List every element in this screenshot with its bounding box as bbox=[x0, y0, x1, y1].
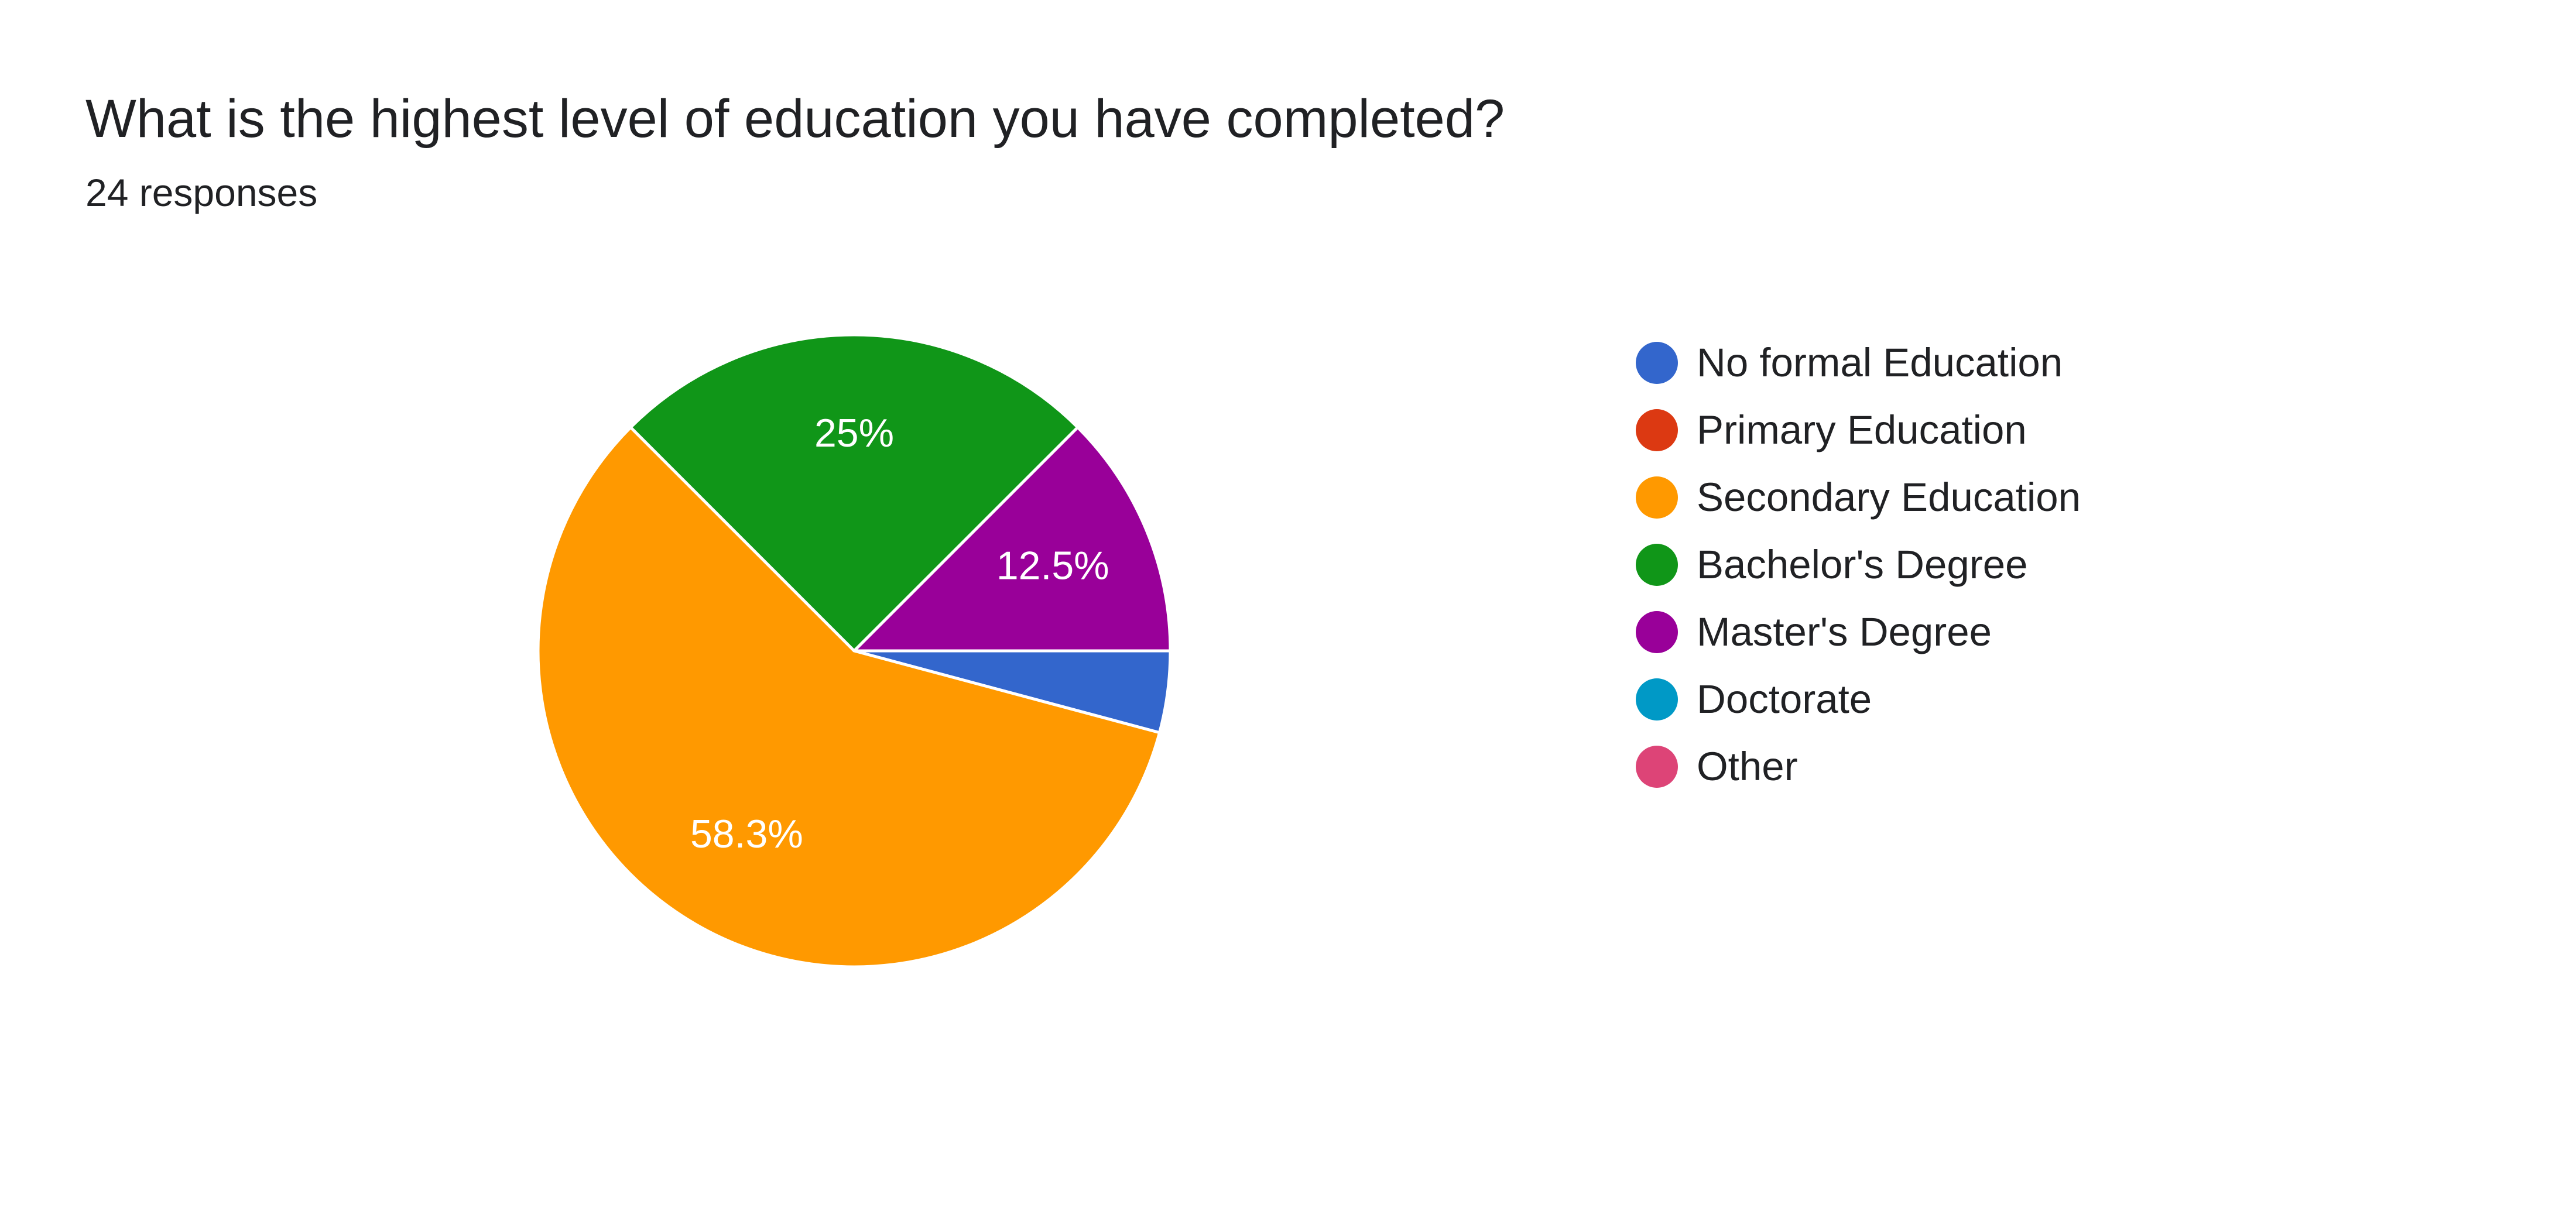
legend-swatch-icon bbox=[1636, 543, 1678, 586]
pie-slice-secondary-education[interactable] bbox=[536, 426, 1162, 969]
pie-slice-master-s-degree[interactable] bbox=[852, 426, 1172, 653]
legend-swatch-icon bbox=[1636, 409, 1678, 451]
legend-item-secondary-education[interactable]: Secondary Education bbox=[1636, 464, 2081, 531]
chart-title: What is the highest level of education y… bbox=[85, 89, 1505, 149]
legend-swatch-icon bbox=[1636, 678, 1678, 720]
legend-label: Primary Education bbox=[1697, 407, 2027, 452]
legend-label: No formal Education bbox=[1697, 340, 2063, 385]
legend-item-other[interactable]: Other bbox=[1636, 733, 2081, 800]
legend-label: Bachelor's Degree bbox=[1697, 542, 2028, 587]
slice-label-bachelor-s-degree: 25% bbox=[814, 411, 894, 455]
legend-item-primary-education[interactable]: Primary Education bbox=[1636, 396, 2081, 464]
legend-swatch-icon bbox=[1636, 745, 1678, 788]
legend-label: Secondary Education bbox=[1697, 475, 2081, 520]
pie-slice-bachelor-s-degree[interactable] bbox=[629, 333, 1080, 653]
legend-swatch-icon bbox=[1636, 476, 1678, 519]
legend-swatch-icon bbox=[1636, 610, 1678, 653]
legend-label: Master's Degree bbox=[1697, 609, 1992, 654]
legend: No formal Education Primary Education Seco… bbox=[1636, 329, 2081, 800]
slice-label-master-s-degree: 12.5% bbox=[996, 543, 1109, 588]
slice-label-secondary-education: 58.3% bbox=[690, 812, 803, 856]
legend-item-master-s-degree[interactable]: Master's Degree bbox=[1636, 598, 2081, 665]
legend-swatch-icon bbox=[1636, 341, 1678, 384]
legend-label: Doctorate bbox=[1697, 677, 1872, 722]
legend-item-no-formal-education[interactable]: No formal Education bbox=[1636, 329, 2081, 396]
legend-item-bachelor-s-degree[interactable]: Bachelor's Degree bbox=[1636, 531, 2081, 598]
response-count: 24 responses bbox=[85, 171, 318, 214]
legend-label: Other bbox=[1697, 744, 1798, 789]
legend-item-doctorate[interactable]: Doctorate bbox=[1636, 665, 2081, 733]
